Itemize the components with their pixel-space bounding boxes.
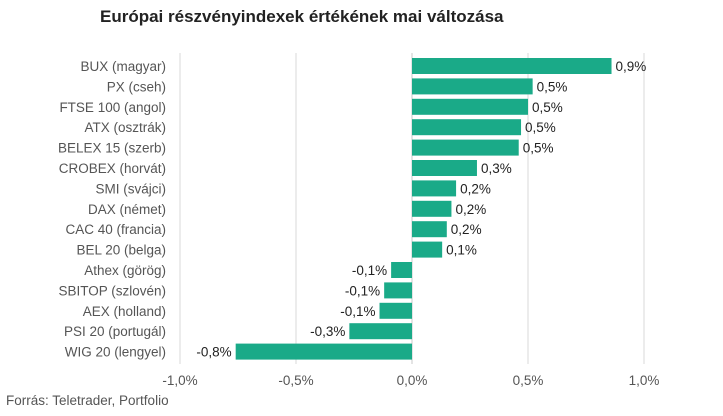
category-label: SBITOP (szlovén) [58,283,166,298]
x-tick-label: 1,0% [629,373,660,388]
data-label: 0,5% [525,120,556,135]
chart-title: Európai részvényindexek értékének mai vá… [100,7,504,26]
x-tick-label: 0,0% [397,373,428,388]
data-labels: 0,9% 0,5% 0,5% 0,5% 0,5% 0,3% 0,2% 0,2% 0,2% 0,1%… [196,59,646,360]
data-label: 0,5% [532,100,563,115]
x-tick-label: -0,5% [278,373,313,388]
category-label: BELEX 15 (szerb) [58,141,166,156]
category-label: WIG 20 (lengyel) [65,345,166,360]
data-label: 0,9% [616,59,647,74]
category-label: FTSE 100 (angol) [59,100,166,115]
category-labels: BUX (magyar) PX (cseh) FTSE 100 (angol) ATX… [58,59,166,360]
category-label: DAX (német) [88,202,166,217]
bar [412,221,447,238]
data-label: -0,1% [340,304,375,319]
data-label: 0,5% [523,141,554,156]
bar [349,323,412,340]
bar [384,282,412,299]
bar [412,160,477,176]
bar [412,139,519,156]
data-label: -0,3% [310,324,345,339]
x-axis-tick-labels: -1,0% -0,5% 0,0% 0,5% 1,0% [162,373,659,388]
x-tick-label: -1,0% [162,373,197,388]
category-label: PSI 20 (portugál) [64,324,166,339]
category-label: CROBEX (horvát) [59,161,166,176]
bar [235,343,412,360]
category-label: SMI (svájci) [96,181,167,196]
category-label: BUX (magyar) [80,59,166,74]
data-label: -0,8% [196,345,231,360]
data-label: 0,3% [481,161,512,176]
bar [412,78,533,95]
data-label: 0,2% [455,202,486,217]
category-label: AEX (holland) [83,304,166,319]
x-tick-label: 0,5% [513,373,544,388]
bar [412,58,612,74]
source-note: Forrás: Teletrader, Portfolio [6,393,169,408]
category-label: PX (cseh) [107,79,166,94]
data-label: 0,2% [460,181,491,196]
data-label: -0,1% [352,263,387,278]
bar [412,98,528,115]
bars [235,58,612,360]
data-label: 0,5% [537,79,568,94]
data-label: 0,1% [446,243,477,258]
data-label: -0,1% [345,283,380,298]
category-label: BEL 20 (belga) [76,243,166,258]
bar [412,119,522,136]
bar [391,262,412,278]
category-label: Athex (görög) [84,263,166,278]
bar [379,302,412,319]
category-label: CAC 40 (francia) [65,222,166,237]
bar [412,180,457,197]
category-label: ATX (osztrák) [84,120,166,135]
bar [412,241,443,258]
data-label: 0,2% [451,222,482,237]
bar [412,200,452,217]
